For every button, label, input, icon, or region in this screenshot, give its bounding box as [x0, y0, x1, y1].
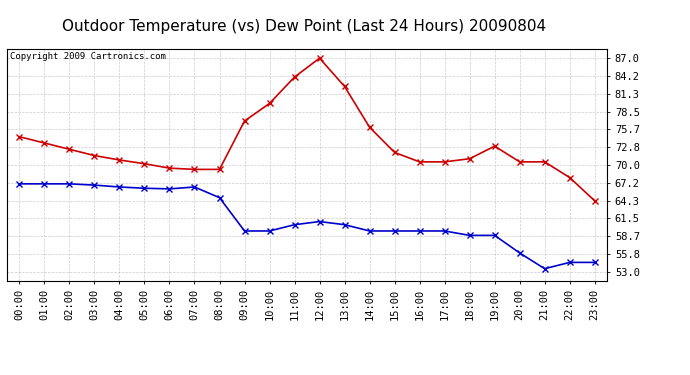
Text: Copyright 2009 Cartronics.com: Copyright 2009 Cartronics.com — [10, 52, 166, 61]
Text: Outdoor Temperature (vs) Dew Point (Last 24 Hours) 20090804: Outdoor Temperature (vs) Dew Point (Last… — [61, 19, 546, 34]
